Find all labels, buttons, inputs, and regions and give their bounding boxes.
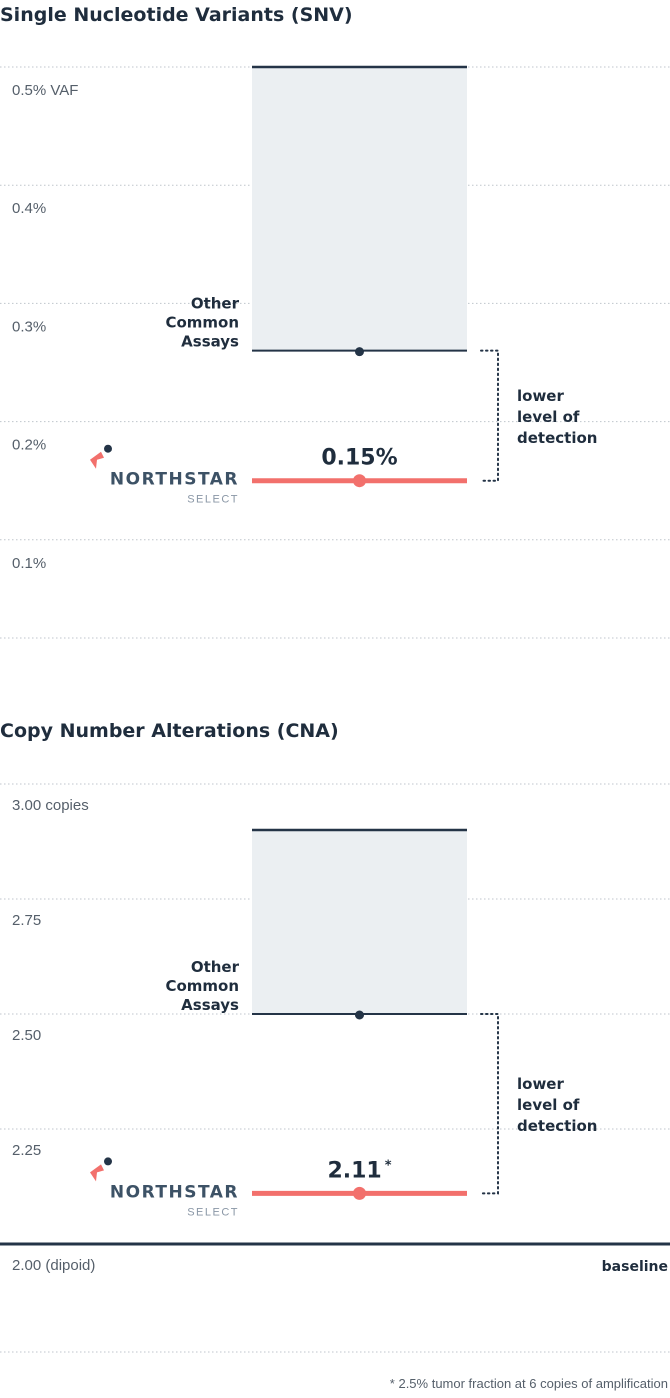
- other-assays-range: [252, 830, 467, 1014]
- northstar-value-label: 0.15%: [321, 446, 397, 471]
- y-tick-label: 0.4%: [12, 200, 46, 217]
- y-tick-label: 0.1%: [12, 555, 46, 572]
- y-tick-label: 2.00 (dipoid): [12, 1257, 95, 1274]
- northstar-marker: [353, 1186, 366, 1200]
- lod-bracket: [480, 349, 499, 482]
- northstar-marker: [353, 474, 366, 488]
- lod-label: detection: [517, 1117, 597, 1135]
- other-assays-label: Assays: [181, 333, 239, 351]
- northstar-brand: NORTHSTAR: [110, 470, 239, 490]
- y-tick-label: 0.3%: [12, 318, 46, 335]
- other-assays-label: Common: [165, 977, 239, 995]
- y-tick-label: 3.00 copies: [12, 797, 89, 814]
- northstar-brand: NORTHSTAR: [110, 1182, 239, 1202]
- northstar-brand-sub: SELECT: [187, 494, 239, 506]
- lod-label: lower: [517, 1075, 564, 1093]
- northstar-logo: [90, 1157, 112, 1182]
- northstar-dot-icon: [104, 1157, 112, 1166]
- footnote: * 2.5% tumor fraction at 6 copies of amp…: [389, 1376, 668, 1391]
- cna-chart-title: Copy Number Alterations (CNA): [0, 720, 339, 742]
- other-assays-label: Other: [191, 958, 240, 976]
- y-tick-label: 0.2%: [12, 437, 46, 454]
- northstar-dot-icon: [104, 444, 112, 453]
- lod-label: level of: [517, 1096, 580, 1114]
- snv-chart: 0.5% VAF 0.4% 0.3% 0.2% 0.1% OtherCommonAssay…: [0, 65, 670, 639]
- northstar-mark-icon: [90, 451, 104, 469]
- lod-bracket: [480, 1013, 499, 1195]
- cna-chart: 3.00 copies 2.75 2.50 2.25 2.00 (dipoid) base…: [0, 783, 670, 1353]
- y-tick-label: 0.5% VAF: [12, 82, 78, 99]
- other-assays-label: Common: [165, 314, 239, 332]
- other-assays-marker: [355, 1010, 364, 1020]
- other-assays-label: Other: [191, 295, 240, 313]
- northstar-mark-icon: [90, 1164, 104, 1182]
- lod-label: level of: [517, 408, 580, 426]
- northstar-value-label: 2.11 *: [327, 1158, 391, 1183]
- y-tick-label: 2.50: [12, 1027, 41, 1044]
- lod-label: detection: [517, 429, 597, 447]
- y-tick-label: 2.75: [12, 912, 41, 929]
- other-assays-range: [252, 67, 467, 351]
- baseline-label: baseline: [602, 1259, 668, 1275]
- footnote-marker: *: [385, 1158, 392, 1173]
- y-tick-label: 2.25: [12, 1142, 41, 1159]
- snv-chart-title: Single Nucleotide Variants (SNV): [0, 4, 353, 26]
- northstar-logo: [90, 444, 112, 469]
- other-assays-marker: [355, 347, 364, 357]
- northstar-brand-sub: SELECT: [187, 1206, 239, 1218]
- other-assays-label: Assays: [181, 996, 239, 1014]
- lod-label: lower: [517, 387, 564, 405]
